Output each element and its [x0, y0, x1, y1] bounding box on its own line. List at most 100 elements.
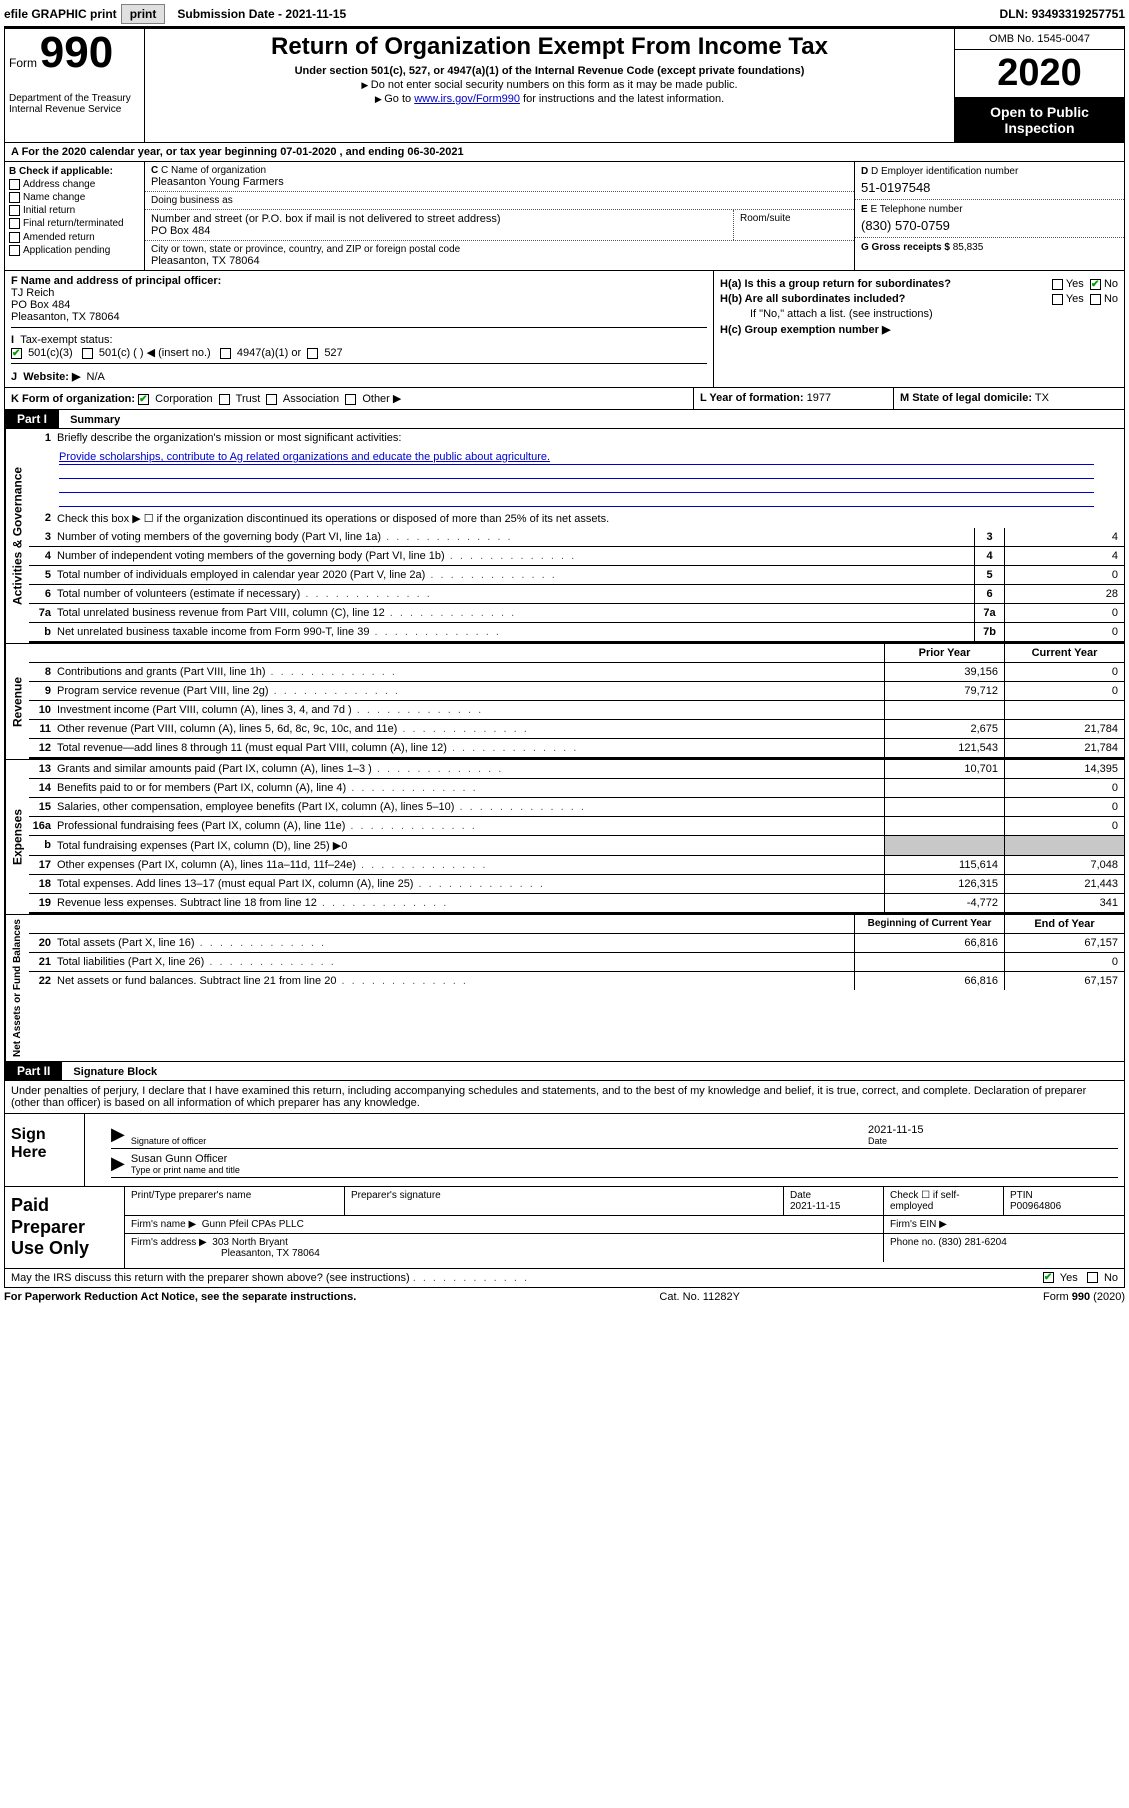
row-a-tax-year: A For the 2020 calendar year, or tax yea…	[4, 143, 1125, 162]
officer-addr2: Pleasanton, TX 78064	[11, 311, 707, 323]
checkbox-corp[interactable]	[138, 394, 149, 405]
line-7a-text: Total unrelated business revenue from Pa…	[53, 604, 974, 622]
checkbox-final-return[interactable]	[9, 218, 20, 229]
checkbox-ha-yes[interactable]	[1052, 279, 1063, 290]
firm-addr-value: 303 North Bryant	[212, 1237, 288, 1248]
ssn-note: Do not enter social security numbers on …	[153, 79, 946, 91]
line-15-text: Salaries, other compensation, employee b…	[53, 798, 884, 816]
line-17-current: 7,048	[1004, 856, 1124, 874]
line-19-text: Revenue less expenses. Subtract line 18 …	[53, 894, 884, 912]
print-button[interactable]: print	[121, 4, 166, 24]
sig-officer-label: Signature of officer	[131, 1136, 868, 1146]
form-title: Return of Organization Exempt From Incom…	[153, 33, 946, 61]
checkbox-app-pending[interactable]	[9, 245, 20, 256]
checkbox-hb-yes[interactable]	[1052, 294, 1063, 305]
line-4-text: Number of independent voting members of …	[53, 547, 974, 565]
line-10-text: Investment income (Part VIII, column (A)…	[53, 701, 884, 719]
end-year-hdr: End of Year	[1004, 915, 1124, 933]
checkbox-other[interactable]	[345, 394, 356, 405]
type-label: Type or print name and title	[131, 1165, 1118, 1175]
dept-label: Department of the Treasury Internal Reve…	[9, 93, 140, 115]
irs-link[interactable]: www.irs.gov/Form990	[414, 93, 520, 105]
sig-arrow-icon: ▶	[111, 1153, 125, 1175]
ptin-value: P00964806	[1010, 1201, 1061, 1212]
line-15-prior	[884, 798, 1004, 816]
line-11-current: 21,784	[1004, 720, 1124, 738]
line-b-current	[1004, 836, 1124, 855]
line-19-current: 341	[1004, 894, 1124, 912]
line-16a-current: 0	[1004, 817, 1124, 835]
preparer-label: Paid Preparer Use Only	[5, 1187, 125, 1268]
checkbox-527[interactable]	[307, 348, 318, 359]
checkbox-amended[interactable]	[9, 232, 20, 243]
col-b-checkboxes: B Check if applicable: Address change Na…	[5, 162, 145, 270]
line-9-current: 0	[1004, 682, 1124, 700]
ein-value: 51-0197548	[861, 180, 1118, 195]
line-22-text: Net assets or fund balances. Subtract li…	[53, 972, 854, 990]
checkbox-assoc[interactable]	[266, 394, 277, 405]
line-14-text: Benefits paid to or for members (Part IX…	[53, 779, 884, 797]
checkbox-discuss-yes[interactable]	[1043, 1272, 1054, 1283]
row-klm: K Form of organization: Corporation Trus…	[4, 388, 1125, 410]
form-footer: Form 990 (2020)	[1043, 1291, 1125, 1303]
city-label: City or town, state or province, country…	[151, 244, 848, 255]
checkbox-address-change[interactable]	[9, 179, 20, 190]
dln-label: DLN: 93493319257751	[1000, 7, 1125, 21]
firm-addr-value2: Pleasanton, TX 78064	[131, 1248, 320, 1259]
phone-value: (830) 570-0759	[861, 218, 1118, 233]
vtab-governance: Activities & Governance	[5, 429, 29, 643]
firm-name-label: Firm's name ▶	[131, 1219, 196, 1230]
state-domicile: TX	[1035, 392, 1049, 404]
city-value: Pleasanton, TX 78064	[151, 255, 848, 267]
line-17-text: Other expenses (Part IX, column (A), lin…	[53, 856, 884, 874]
sig-arrow-icon: ▶	[111, 1124, 125, 1146]
gross-value: 85,835	[953, 242, 984, 253]
line-b-text: Total fundraising expenses (Part IX, col…	[53, 836, 884, 855]
sig-date-label: Date	[868, 1136, 1118, 1146]
checkbox-hb-no[interactable]	[1090, 294, 1101, 305]
vtab-net: Net Assets or Fund Balances	[5, 915, 29, 1061]
checkbox-initial-return[interactable]	[9, 205, 20, 216]
part2-title: Signature Block	[65, 1066, 157, 1078]
checkbox-4947[interactable]	[220, 348, 231, 359]
line-5-value: 0	[1004, 566, 1124, 584]
summary-expenses: Expenses 13 Grants and similar amounts p…	[4, 760, 1125, 915]
q1-label: Briefly describe the organization's miss…	[53, 429, 1124, 447]
vtab-revenue: Revenue	[5, 644, 29, 759]
checkbox-ha-no[interactable]	[1090, 279, 1101, 290]
paperwork-notice: For Paperwork Reduction Act Notice, see …	[4, 1291, 356, 1303]
part1-hdr: Part I	[5, 410, 59, 428]
ha-label: H(a) Is this a group return for subordin…	[720, 278, 951, 290]
summary-governance: Activities & Governance 1 Briefly descri…	[4, 429, 1125, 644]
mission-text: Provide scholarships, contribute to Ag r…	[59, 451, 1094, 465]
line-11-text: Other revenue (Part VIII, column (A), li…	[53, 720, 884, 738]
line-b-prior	[884, 836, 1004, 855]
officer-name-title: Susan Gunn Officer	[131, 1153, 1118, 1165]
line-18-text: Total expenses. Add lines 13–17 (must eq…	[53, 875, 884, 893]
checkbox-501c3[interactable]	[11, 348, 22, 359]
firm-name-value: Gunn Pfeil CPAs PLLC	[202, 1219, 304, 1230]
summary-net: Net Assets or Fund Balances Beginning of…	[4, 915, 1125, 1062]
q2-text: Check this box ▶ ☐ if the organization d…	[53, 509, 1124, 528]
line-b-text: Net unrelated business taxable income fr…	[53, 623, 974, 641]
top-bar: efile GRAPHIC print efile GRAPHIC print …	[4, 4, 1125, 28]
header-left: Form 990 Department of the Treasury Inte…	[5, 29, 145, 142]
prep-date-value: 2021-11-15	[790, 1201, 840, 1212]
line-12-prior: 121,543	[884, 739, 1004, 757]
line-10-prior	[884, 701, 1004, 719]
line-14-prior	[884, 779, 1004, 797]
phone-label: E Telephone number	[870, 204, 962, 215]
current-year-hdr: Current Year	[1004, 644, 1124, 662]
checkbox-trust[interactable]	[219, 394, 230, 405]
part1-bar: Part I Summary	[4, 410, 1125, 429]
form-header: Form 990 Department of the Treasury Inte…	[4, 28, 1125, 143]
firm-addr-label: Firm's address ▶	[131, 1237, 207, 1248]
sign-here-label: Sign Here	[5, 1114, 85, 1186]
line-13-text: Grants and similar amounts paid (Part IX…	[53, 760, 884, 778]
org-name-label: C C Name of organization	[151, 165, 848, 176]
col-de: D D Employer identification number 51-01…	[854, 162, 1124, 270]
checkbox-discuss-no[interactable]	[1087, 1272, 1098, 1283]
checkbox-501c[interactable]	[82, 348, 93, 359]
line-3-text: Number of voting members of the governin…	[53, 528, 974, 546]
checkbox-name-change[interactable]	[9, 192, 20, 203]
